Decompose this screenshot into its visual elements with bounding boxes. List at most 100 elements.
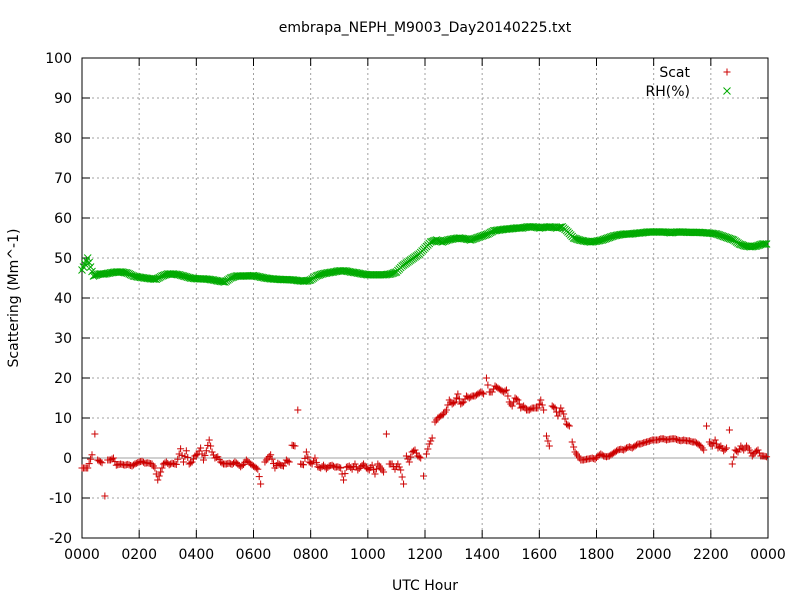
- data-point: [481, 231, 489, 239]
- data-point: [109, 454, 117, 462]
- data-point: [596, 236, 605, 245]
- data-point: [558, 407, 566, 415]
- data-point: [407, 453, 415, 461]
- data-point: [389, 269, 398, 277]
- data-point: [754, 241, 762, 250]
- data-point: [595, 236, 604, 245]
- data-point: [721, 445, 729, 453]
- data-point: [304, 453, 312, 461]
- data-point: [713, 440, 721, 448]
- x-tick-label: 0600: [236, 547, 272, 563]
- data-point: [255, 473, 263, 481]
- data-point: [380, 468, 388, 476]
- data-point: [638, 439, 646, 447]
- data-point: [151, 275, 159, 283]
- y-tick-label: 70: [54, 171, 72, 187]
- data-point: [550, 403, 558, 411]
- data-point: [238, 462, 246, 470]
- data-point: [301, 454, 309, 462]
- data-point: [601, 235, 609, 243]
- data-point: [718, 232, 727, 240]
- data-point: [654, 436, 662, 444]
- data-point: [188, 458, 196, 466]
- data-point: [439, 237, 448, 246]
- x-axis-ticks: 0000 0200 0400 0600 0800 1000 1200 1400 1600 1800…: [64, 58, 786, 563]
- y-tick-label: 80: [54, 131, 72, 147]
- data-point: [671, 435, 679, 443]
- data-point: [182, 272, 191, 281]
- data-point: [721, 233, 729, 241]
- data-point: [91, 430, 99, 438]
- data-point: [538, 401, 546, 409]
- data-point: [545, 442, 553, 450]
- data-point: [101, 492, 109, 500]
- data-point: [395, 463, 403, 471]
- data-point: [723, 444, 731, 452]
- data-point: [599, 235, 608, 244]
- x-tick-label: 1400: [464, 547, 500, 563]
- data-point: [442, 406, 450, 414]
- data-point: [712, 230, 721, 238]
- data-point: [515, 400, 523, 408]
- data-point: [466, 236, 475, 244]
- data-point: [715, 231, 724, 239]
- y-tick-label: -10: [49, 491, 72, 507]
- chart-title: embrapa_NEPH_M9003_Day20140225.txt: [279, 20, 572, 36]
- y-tick-label: 0: [63, 451, 72, 467]
- data-point: [441, 237, 449, 245]
- data-point: [89, 272, 98, 280]
- data-point: [728, 460, 736, 468]
- data-point: [736, 240, 745, 249]
- data-point: [444, 401, 452, 409]
- data-point: [512, 395, 520, 403]
- data-point: [468, 235, 477, 244]
- x-tick-label: 2000: [636, 547, 672, 563]
- y-tick-label: 20: [54, 371, 72, 387]
- data-point: [556, 223, 565, 231]
- data-point: [85, 460, 93, 468]
- data-point: [174, 455, 182, 463]
- data-point: [542, 432, 550, 440]
- data-point: [510, 398, 518, 406]
- data-point: [502, 386, 510, 394]
- data-point: [84, 464, 92, 472]
- data-point: [454, 390, 462, 398]
- data-point: [364, 465, 372, 473]
- data-point: [716, 231, 725, 240]
- data-point: [751, 242, 759, 251]
- data-point: [316, 270, 325, 279]
- data-point: [411, 446, 419, 454]
- data-point: [302, 448, 310, 456]
- data-point: [471, 234, 479, 243]
- series-scat: [78, 374, 771, 500]
- y-tick-label: 40: [54, 291, 72, 307]
- y-tick-label: -20: [49, 531, 72, 547]
- data-point: [560, 410, 568, 418]
- y-tick-label: 10: [54, 411, 72, 427]
- data-point: [700, 446, 708, 454]
- data-point: [398, 473, 406, 481]
- data-point: [351, 460, 359, 468]
- data-point: [312, 272, 321, 280]
- data-point: [294, 406, 302, 414]
- data-point: [724, 234, 732, 242]
- data-point: [432, 236, 441, 244]
- data-point: [208, 448, 216, 456]
- data-point: [719, 232, 728, 241]
- x-tick-label: 0000: [750, 547, 786, 563]
- data-point: [83, 254, 92, 262]
- data-point: [759, 240, 768, 248]
- x-tick-label: 1800: [579, 547, 615, 563]
- data-point: [372, 465, 380, 473]
- x-tick-label: 2200: [693, 547, 729, 563]
- data-point: [285, 458, 293, 466]
- data-point: [761, 240, 769, 248]
- data-point: [518, 403, 526, 411]
- data-point: [711, 229, 719, 238]
- data-point: [570, 443, 578, 451]
- data-point: [422, 450, 430, 458]
- data-point: [264, 454, 272, 462]
- x-axis-label: UTC Hour: [392, 578, 458, 594]
- data-point: [197, 444, 205, 452]
